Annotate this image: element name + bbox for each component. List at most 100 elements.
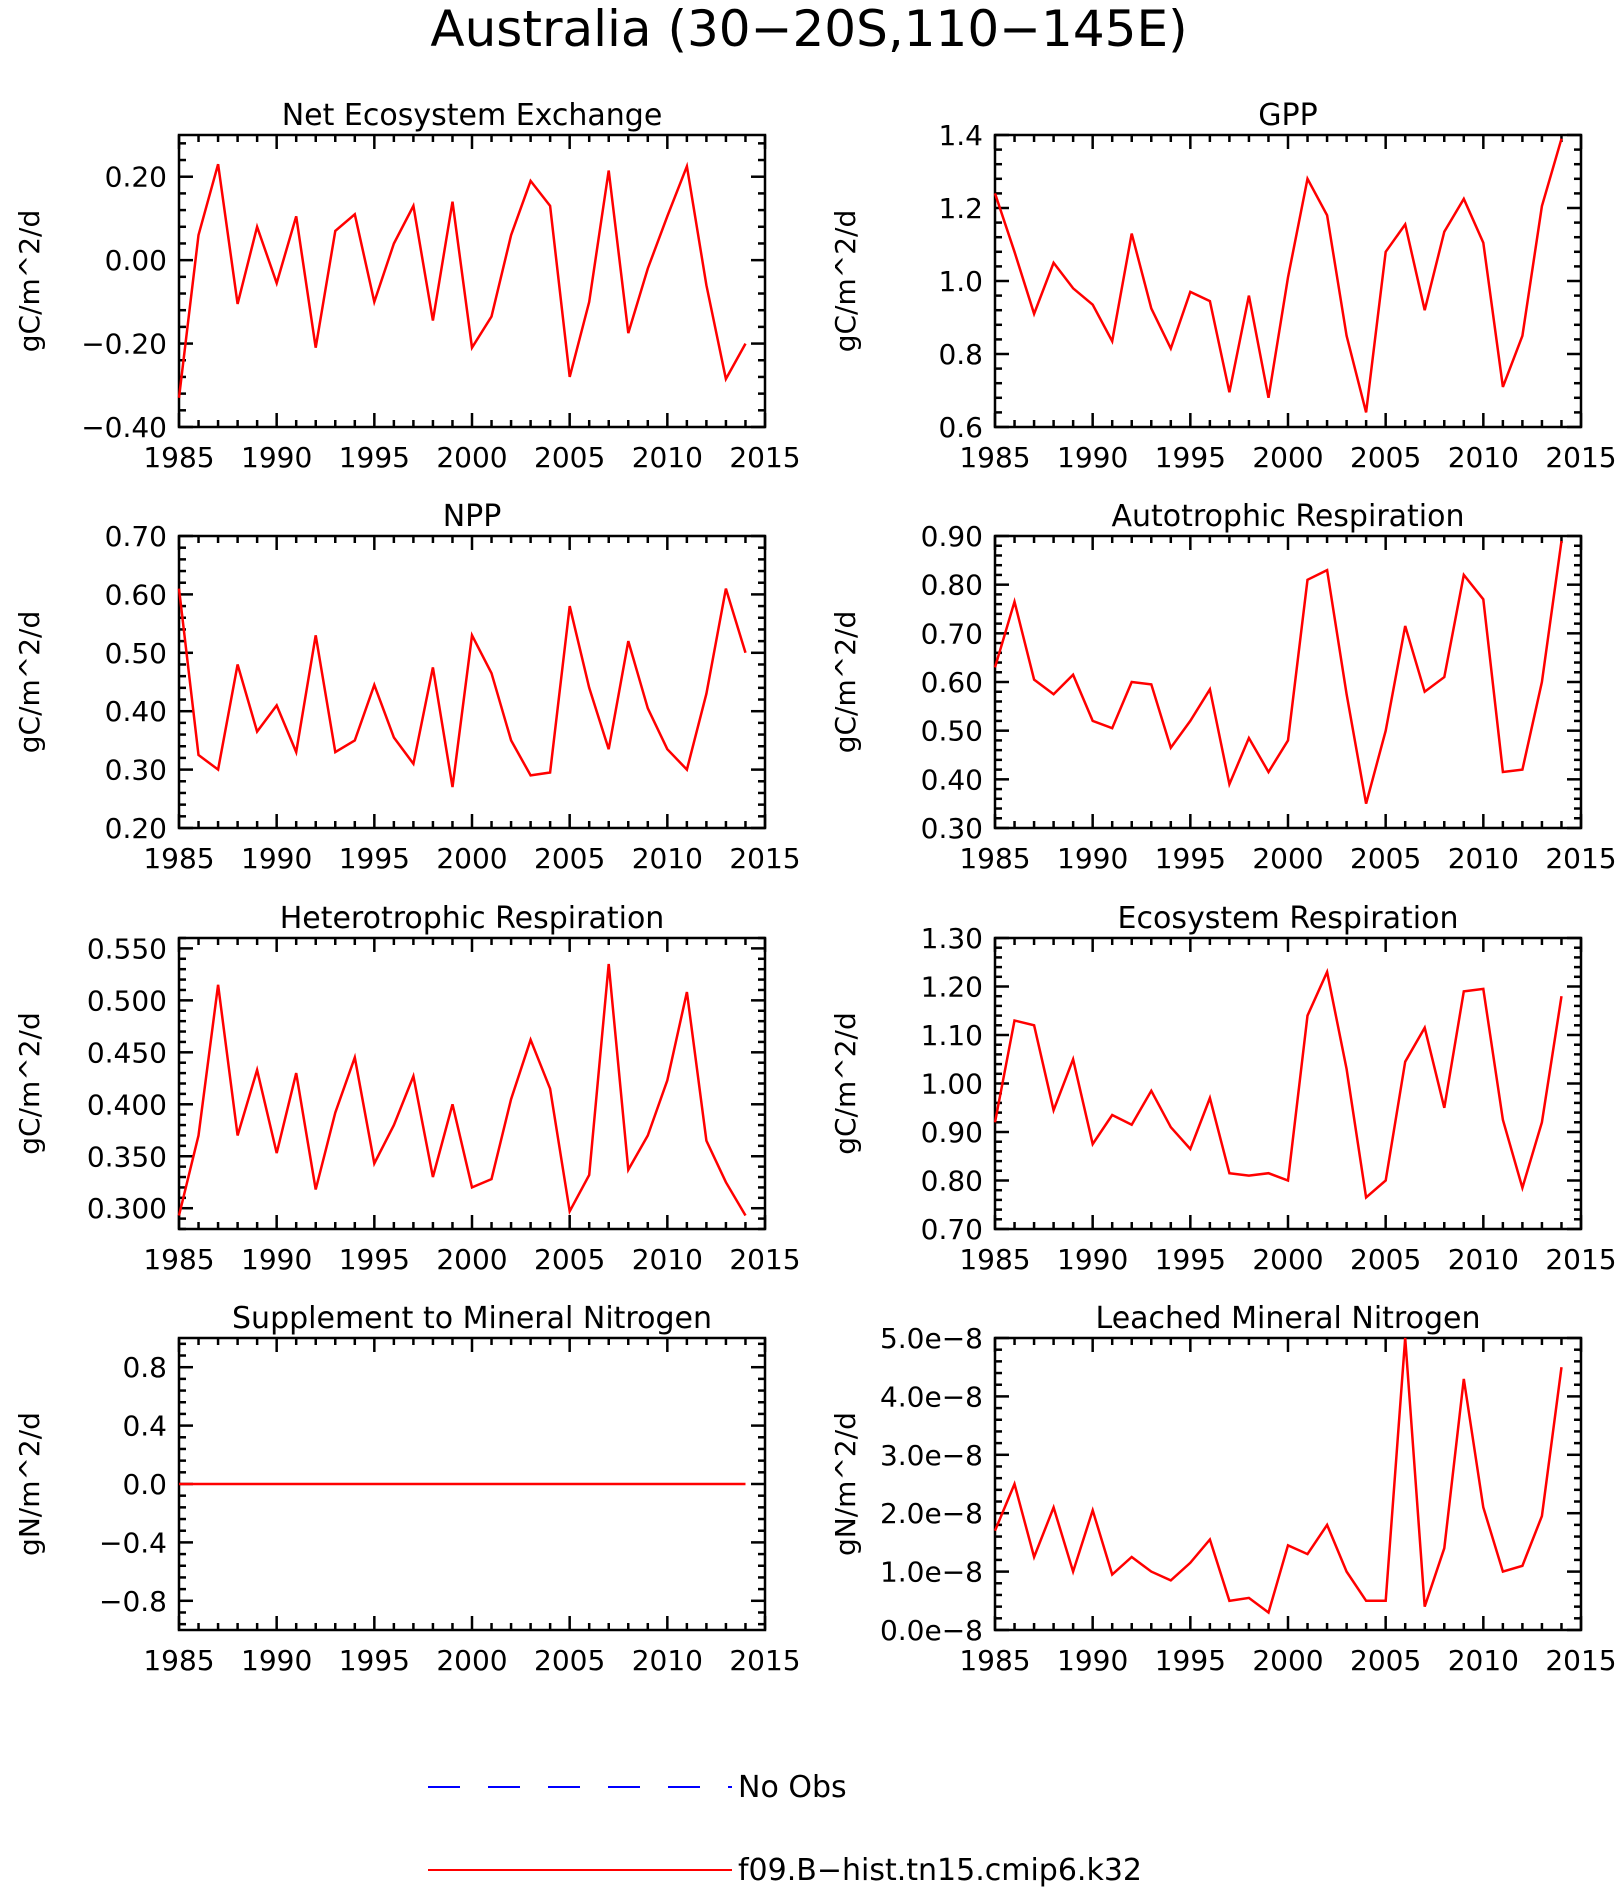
x-tick-label: 2005: [1350, 1243, 1421, 1276]
x-tick-label: 2005: [534, 842, 605, 875]
series-line-ecosystem-respiration: [993, 967, 1563, 1200]
y-tick-label: 0.90: [921, 520, 983, 553]
x-tick-label: 1995: [1155, 842, 1226, 875]
x-tick-label: 1990: [241, 1644, 312, 1677]
x-tick-label: 2015: [1545, 842, 1616, 875]
x-tick-label: 1985: [143, 441, 214, 474]
x-tick-label: 1995: [339, 842, 410, 875]
x-tick-label: 2010: [632, 1644, 703, 1677]
y-tick-label: 0.0: [122, 1468, 167, 1501]
series-line-net-ecosystem-exchange: [177, 161, 747, 398]
panel-autotrophic-respiration: Autotrophic Respiration 1985 1990 1995 2000 2…: [829, 499, 1617, 875]
x-tick-label: 1990: [1057, 842, 1128, 875]
x-tick-label: 2000: [1252, 441, 1323, 474]
y-tick-label: 0.450: [87, 1036, 167, 1069]
y-tick-label: 4.0e−8: [880, 1380, 983, 1413]
y-tick-label: 1.10: [921, 1019, 983, 1052]
panel-title-npp: NPP: [443, 499, 502, 534]
y-tick-label: 1.4: [938, 119, 983, 152]
x-tick-label: 2015: [729, 1644, 800, 1677]
y-tick-label: 0.00: [105, 244, 167, 277]
y-tick-label: 0.350: [87, 1140, 167, 1173]
panels: Net Ecosystem Exchange 1985 1990 1995 2000 20…: [13, 98, 1617, 1677]
x-tick-label: 2000: [1252, 1644, 1323, 1677]
y-tick-label: 0.40: [105, 695, 167, 728]
y-tick-label: 0.400: [87, 1088, 167, 1121]
x-tick-label: 2000: [1252, 842, 1323, 875]
x-tick-label: 1995: [339, 1644, 410, 1677]
y-tick-label: 1.20: [921, 971, 983, 1004]
y-tick-label: −0.8: [99, 1585, 167, 1618]
x-tick-label: 1985: [959, 842, 1030, 875]
panel-ecosystem-respiration: Ecosystem Respiration 1985 1990 1995 2000 200…: [829, 901, 1617, 1276]
x-tick-label: 2005: [534, 441, 605, 474]
x-tick-label: 2015: [729, 1243, 800, 1276]
y-axis-label: gN/m^2/d: [13, 1412, 46, 1556]
x-tick-label: 2010: [1448, 1644, 1519, 1677]
x-tick-label: 1985: [143, 1243, 214, 1276]
x-tick-label: 2000: [436, 1644, 507, 1677]
x-tick-label: 1990: [241, 441, 312, 474]
x-tick-label: 1990: [1057, 441, 1128, 474]
y-tick-label: 1.00: [921, 1068, 983, 1101]
x-tick-label: 2010: [632, 1243, 703, 1276]
y-tick-label: 1.0: [938, 265, 983, 298]
y-tick-label: 0.80: [921, 569, 983, 602]
panel-title-net-ecosystem-exchange: Net Ecosystem Exchange: [282, 98, 663, 133]
panel-gpp: GPP 1985 1990 1995 2000 2005 2010 2015 0.6 0.8 1.0…: [829, 98, 1617, 474]
plot-frame: [993, 936, 1583, 1231]
y-tick-label: 0.6: [938, 411, 983, 444]
y-tick-label: 5.0e−8: [880, 1322, 983, 1355]
y-tick-label: 3.0e−8: [880, 1439, 983, 1472]
series-line-leached-mineral-nitrogen: [993, 1337, 1563, 1615]
x-tick-label: 2005: [1350, 441, 1421, 474]
y-tick-label: 0.90: [921, 1116, 983, 1149]
x-tick-label: 2000: [436, 842, 507, 875]
y-tick-label: 0.50: [105, 637, 167, 670]
x-tick-label: 1995: [339, 441, 410, 474]
x-tick-label: 1990: [241, 1243, 312, 1276]
x-tick-label: 1990: [1057, 1644, 1128, 1677]
y-tick-label: 2.0e−8: [880, 1497, 983, 1530]
y-tick-label: 0.500: [87, 984, 167, 1017]
x-tick-label: 2015: [1545, 1644, 1616, 1677]
y-axis-label: gC/m^2/d: [829, 210, 862, 353]
legend: No Obs f09.B−hist.tn15.cmip6.k32: [428, 1770, 1142, 1888]
x-tick-label: 2015: [729, 842, 800, 875]
series-line-gpp: [993, 138, 1563, 413]
x-tick-label: 2010: [1448, 1243, 1519, 1276]
x-tick-label: 2010: [1448, 441, 1519, 474]
y-tick-label: 0.0e−8: [880, 1614, 983, 1647]
y-tick-label: 0.50: [921, 715, 983, 748]
legend-item-model: f09.B−hist.tn15.cmip6.k32: [428, 1853, 1142, 1888]
x-tick-label: 2015: [729, 441, 800, 474]
panel-title-ecosystem-respiration: Ecosystem Respiration: [1118, 901, 1459, 936]
panel-leached-mineral-nitrogen: Leached Mineral Nitrogen 1985 1990 1995 2000…: [829, 1301, 1617, 1677]
x-tick-label: 2005: [534, 1243, 605, 1276]
y-tick-label: 0.70: [105, 520, 167, 553]
y-tick-label: −0.40: [81, 411, 167, 444]
y-tick-label: 0.30: [105, 754, 167, 787]
panel-title-autotrophic-respiration: Autotrophic Respiration: [1111, 499, 1464, 534]
y-tick-label: 0.20: [105, 161, 167, 194]
x-tick-label: 2015: [1545, 1243, 1616, 1276]
x-tick-label: 1990: [241, 842, 312, 875]
x-tick-label: 2015: [1545, 441, 1616, 474]
legend-item-no-obs: No Obs: [428, 1770, 847, 1805]
y-tick-label: 0.70: [921, 1213, 983, 1246]
panel-npp: NPP 1985 1990 1995 2000 2005 2010 2015 0.20 0.30 0…: [13, 499, 801, 875]
y-tick-label: 0.80: [921, 1165, 983, 1198]
plot-frame: [177, 534, 767, 830]
panel-title-gpp: GPP: [1258, 98, 1317, 133]
x-tick-label: 2010: [632, 842, 703, 875]
x-tick-label: 1990: [1057, 1243, 1128, 1276]
y-tick-label: 1.2: [938, 192, 983, 225]
x-tick-label: 1985: [959, 1644, 1030, 1677]
y-tick-label: 0.30: [921, 812, 983, 845]
y-tick-label: 0.8: [938, 338, 983, 371]
x-tick-label: 2005: [1350, 842, 1421, 875]
x-tick-label: 2010: [632, 441, 703, 474]
series-line-heterotrophic-respiration: [177, 963, 747, 1217]
x-tick-label: 2000: [436, 441, 507, 474]
